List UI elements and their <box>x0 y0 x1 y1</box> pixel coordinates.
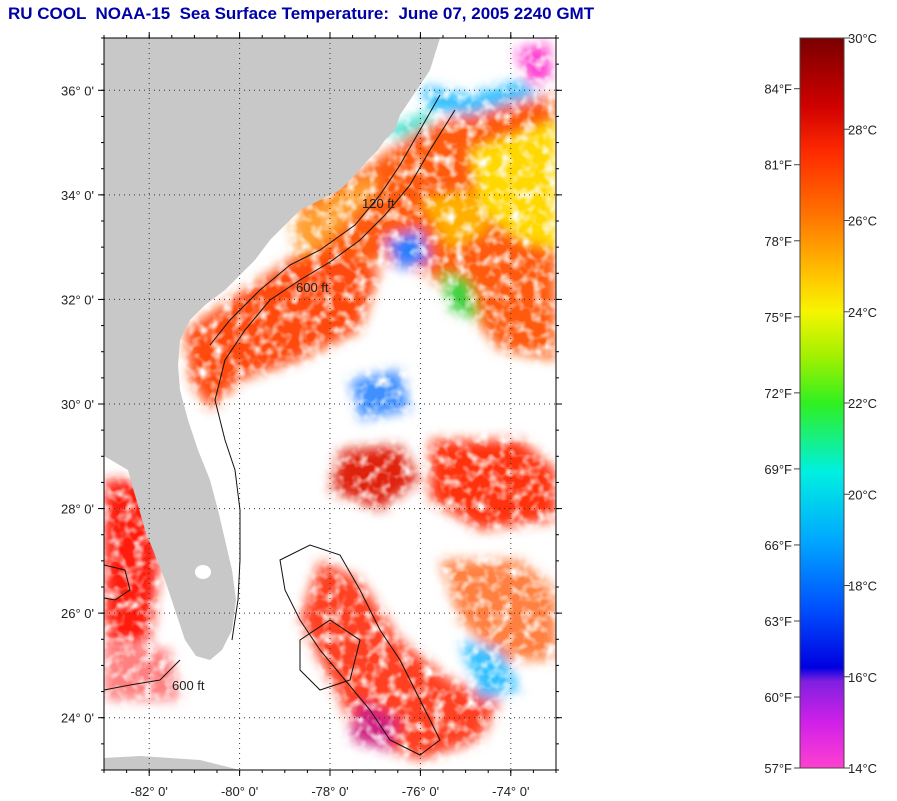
celsius-label: 20°C <box>848 487 877 502</box>
isobath-label: 120 ft <box>362 196 395 211</box>
longitude-labels: -82° 0' -80° 0' -78° 0' -76° 0' -74° 0' <box>131 784 530 799</box>
fahrenheit-label: 84°F <box>764 82 792 97</box>
celsius-label: 18°C <box>848 579 877 594</box>
fahrenheit-label: 72°F <box>764 386 792 401</box>
celsius-label: 26°C <box>848 214 877 229</box>
celsius-label: 28°C <box>848 122 877 137</box>
isobath-label: 600 ft <box>296 280 329 295</box>
lon-tick-label: -80° 0' <box>221 784 258 799</box>
colorbar-gradient <box>799 37 845 769</box>
lat-tick-label: 36° 0' <box>61 83 94 98</box>
fahrenheit-label: 78°F <box>764 234 792 249</box>
fahrenheit-label: 60°F <box>764 690 792 705</box>
isobath-contours <box>104 94 456 756</box>
celsius-label: 24°C <box>848 305 877 320</box>
celsius-label: 22°C <box>848 396 877 411</box>
fahrenheit-label: 75°F <box>764 310 792 325</box>
fahrenheit-label: 57°F <box>764 761 792 776</box>
map-title: RU COOL NOAA-15 Sea Surface Temperature:… <box>8 4 595 23</box>
celsius-label: 30°C <box>848 31 877 46</box>
fahrenheit-label: 81°F <box>764 158 792 173</box>
lon-tick-label: -82° 0' <box>131 784 168 799</box>
celsius-label: 14°C <box>848 761 877 776</box>
lat-tick-label: 28° 0' <box>61 502 94 517</box>
fahrenheit-labels: 84°F 81°F 78°F 75°F 72°F 69°F 66°F 63°F 60°F 57°F <box>764 82 800 776</box>
lon-tick-label: -76° 0' <box>402 784 439 799</box>
lat-tick-label: 30° 0' <box>61 397 94 412</box>
grid-lines <box>104 38 556 770</box>
axis-ticks <box>98 32 562 776</box>
lat-tick-label: 34° 0' <box>61 188 94 203</box>
lon-tick-label: -78° 0' <box>311 784 348 799</box>
lat-tick-label: 32° 0' <box>61 292 94 307</box>
landmass <box>104 38 440 770</box>
fahrenheit-label: 69°F <box>764 462 792 477</box>
isobath-labels: 120 ft 600 ft 600 ft <box>172 196 395 693</box>
celsius-labels: 30°C 28°C 26°C 24°C 22°C 20°C 18°C 16°C 14°C <box>844 31 877 776</box>
latitude-labels: 24° 0' 26° 0' 28° 0' 30° 0' 32° 0' 34° 0' 36° … <box>61 83 94 725</box>
colorbar: 30°C 28°C 26°C 24°C 22°C 20°C 18°C 16°C 14°C 84°… <box>764 31 877 776</box>
lon-tick-label: -74° 0' <box>492 784 529 799</box>
lat-tick-label: 24° 0' <box>61 711 94 726</box>
lat-tick-label: 26° 0' <box>61 606 94 621</box>
isobath-label: 600 ft <box>172 678 205 693</box>
fahrenheit-label: 63°F <box>764 614 792 629</box>
lake-okeechobee <box>195 565 211 579</box>
celsius-label: 16°C <box>848 670 877 685</box>
fahrenheit-label: 66°F <box>764 538 792 553</box>
